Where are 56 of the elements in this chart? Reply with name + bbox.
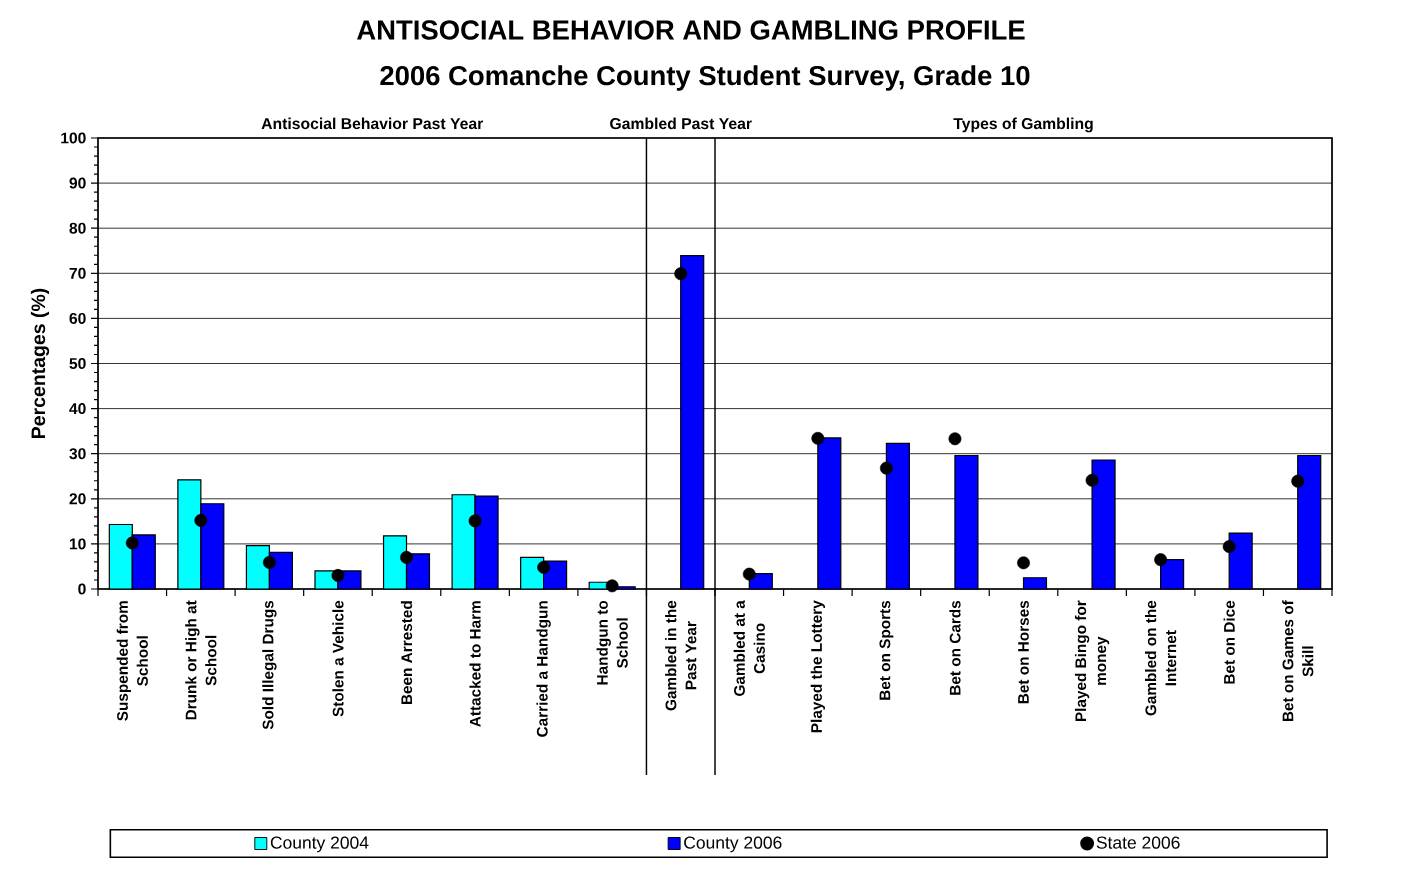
- x-tick-label: Attacked to Harm: [469, 601, 481, 727]
- legend-label: State 2006: [1096, 836, 1180, 849]
- point: [674, 267, 688, 281]
- x-tick-label: Bet on Games of Skill: [1282, 600, 1314, 722]
- x-tick-label: Played Bingo for money: [1074, 600, 1110, 722]
- y-tick-label: 50: [69, 357, 86, 370]
- x-tick-label: Been Arrested: [400, 601, 413, 705]
- y-tick-label: 10: [69, 538, 86, 550]
- point: [1085, 473, 1099, 487]
- point: [880, 461, 893, 475]
- x-tick-label: Bet on Horses: [1018, 600, 1029, 704]
- y-tick-label: 30: [69, 448, 86, 460]
- y-tick-label: 90: [69, 177, 86, 189]
- x-tick-label: Sold Illegal Drugs: [262, 600, 277, 730]
- y-tick-label: 0: [78, 583, 86, 595]
- chart-title: ANTISOCIAL BEHAVIOR AND GAMBLING PROFILE: [357, 20, 1025, 40]
- y-axis-title: Percentages (%): [30, 288, 50, 438]
- y-tick-label: 40: [69, 403, 86, 415]
- x-tick-label: Bet on Dice: [1223, 600, 1235, 684]
- point: [400, 551, 413, 564]
- point: [1291, 474, 1305, 488]
- x-tick-label: Carried a Handgun: [536, 601, 551, 737]
- x-tick-label: Gambled on the Internet: [1145, 600, 1177, 716]
- legend-label: County 2006: [684, 836, 782, 853]
- x-tick-label: Drunk or High at School: [185, 600, 217, 720]
- point: [605, 579, 619, 593]
- y-tick-label: 80: [69, 222, 86, 234]
- point: [262, 555, 276, 569]
- text: Gambled Past Year: [610, 117, 752, 130]
- x-tick-label: Gambled at a Casino: [733, 600, 765, 696]
- point: [1154, 553, 1168, 567]
- legend-label: County 2004: [270, 836, 369, 853]
- y-tick-label: 70: [69, 267, 86, 279]
- point: [811, 431, 825, 445]
- point: [125, 536, 139, 550]
- point: [537, 560, 551, 574]
- point: [742, 567, 756, 581]
- x-tick-label: Handgun to School: [596, 600, 628, 685]
- chart-subtitle: 2006 Comanche County Student Survey, Grade 10: [380, 65, 1030, 91]
- x-tick-label: Stolen a Vehicle: [332, 600, 344, 717]
- text: Antisocial Behavior Past Year: [261, 117, 484, 130]
- text: Types of Gambling: [953, 117, 1093, 133]
- point: [194, 514, 208, 527]
- point: [948, 432, 962, 446]
- x-tick-label: Bet on Sports: [879, 600, 894, 700]
- point: [1017, 556, 1030, 570]
- point: [468, 514, 482, 528]
- x-tick-label: Bet on Cards: [949, 600, 961, 695]
- point: [1222, 540, 1236, 554]
- y-tick-label: 20: [69, 493, 86, 505]
- point: [331, 569, 345, 582]
- y-tick-label: 100: [61, 132, 86, 144]
- x-tick-label: Suspended from School: [116, 601, 148, 721]
- x-tick-label: Played the Lottery: [810, 600, 825, 733]
- x-tick-label: Gambled in the Past Year: [665, 600, 697, 711]
- y-tick-label: 60: [69, 312, 86, 324]
